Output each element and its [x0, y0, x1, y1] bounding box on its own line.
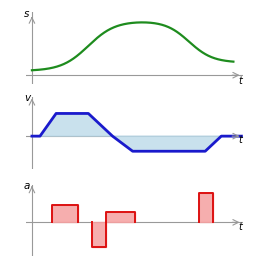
Text: t: t [239, 222, 242, 232]
Text: s: s [24, 9, 30, 19]
Text: t: t [239, 76, 242, 87]
Text: a: a [24, 181, 30, 191]
Text: t: t [239, 135, 242, 145]
Text: v: v [24, 93, 30, 103]
